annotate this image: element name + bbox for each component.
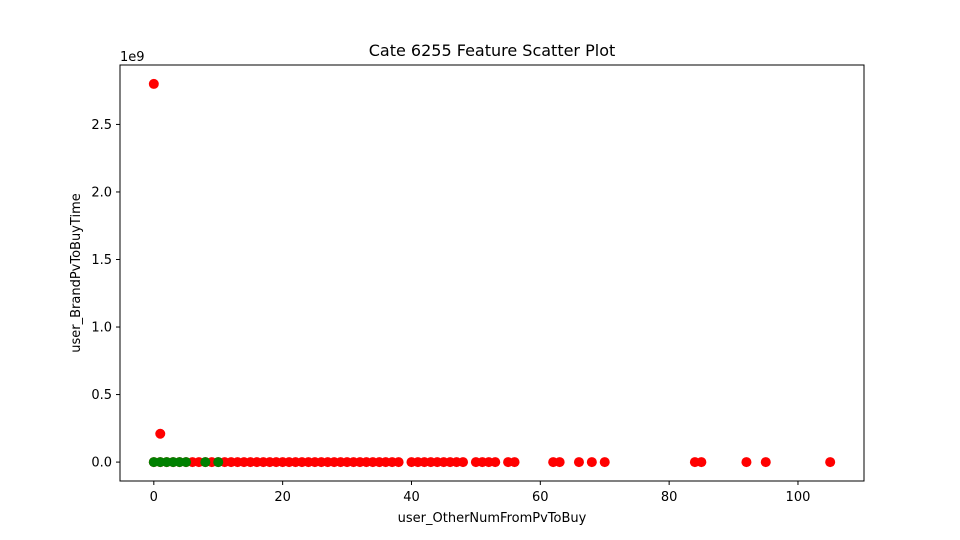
data-point	[599, 457, 610, 468]
data-point	[554, 457, 565, 468]
y-offset-label: 1e9	[120, 50, 145, 65]
x-tick-label: 40	[403, 490, 420, 505]
y-tick-label: 2.5	[91, 118, 112, 133]
data-point	[181, 457, 192, 468]
y-tick-label: 2.0	[91, 185, 112, 200]
data-point	[586, 457, 597, 468]
data-point	[213, 457, 224, 468]
data-point	[393, 457, 404, 468]
data-point	[148, 78, 159, 89]
x-tick-label: 100	[786, 490, 811, 505]
y-tick-label: 1.5	[91, 253, 112, 268]
y-axis-label: user_BrandPvToBuyTime	[69, 193, 84, 352]
data-point	[155, 428, 166, 439]
y-tick-label: 0.5	[91, 388, 112, 403]
data-point	[573, 457, 584, 468]
data-point	[825, 457, 836, 468]
chart-title: Cate 6255 Feature Scatter Plot	[369, 41, 616, 60]
data-point	[741, 457, 752, 468]
x-tick-label: 80	[661, 490, 678, 505]
data-point	[200, 457, 211, 468]
data-point	[696, 457, 707, 468]
data-point	[760, 457, 771, 468]
data-points	[148, 78, 836, 468]
y-tick-label: 1.0	[91, 321, 112, 336]
data-point	[490, 457, 501, 468]
data-point	[509, 457, 520, 468]
x-axis-ticks: 0 20 40 60 80 100	[150, 481, 811, 505]
data-point	[458, 457, 469, 468]
x-tick-label: 0	[150, 490, 158, 505]
x-tick-label: 60	[532, 490, 549, 505]
y-axis-ticks: 0.0 0.5 1.0 1.5 2.0 2.5	[91, 118, 120, 471]
plot-frame	[119, 64, 865, 482]
y-tick-label: 0.0	[91, 456, 112, 471]
x-tick-label: 20	[274, 490, 291, 505]
x-axis-label: user_OtherNumFromPvToBuy	[398, 511, 587, 526]
